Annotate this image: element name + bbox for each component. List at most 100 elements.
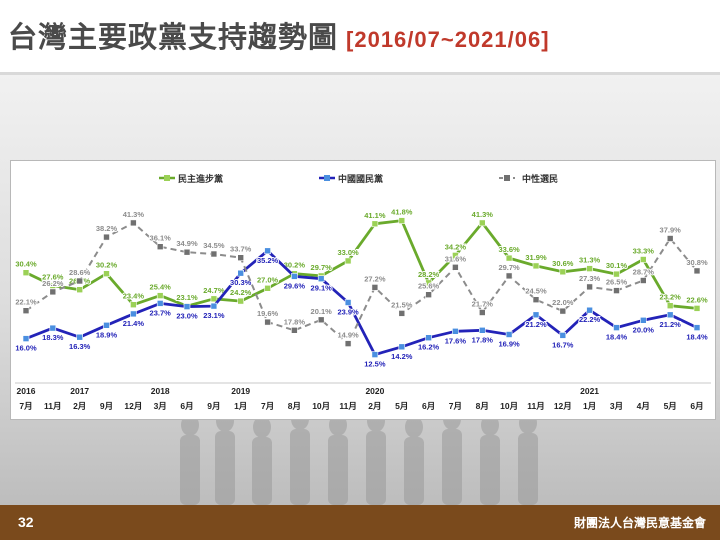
data-point-dpp xyxy=(666,302,674,309)
data-label-kmt: 21.2% xyxy=(660,320,682,329)
data-point-dpp xyxy=(693,305,701,312)
slide-title: 台灣主要政黨支持趨勢圖 [2016/07~2021/06] xyxy=(8,14,550,56)
data-point-dpp xyxy=(586,265,593,272)
data-label-kmt: 23.7% xyxy=(150,308,172,317)
data-point-kmt xyxy=(156,300,164,307)
data-point-kmt xyxy=(425,334,432,341)
data-label-kmt: 16.7% xyxy=(552,340,574,349)
data-point-neutral xyxy=(183,248,191,256)
data-point-kmt xyxy=(586,306,593,314)
data-label-neutral: 28.7% xyxy=(633,268,655,277)
data-point-kmt xyxy=(291,273,298,280)
x-tick-label: 4月 xyxy=(637,401,650,411)
data-point-kmt xyxy=(613,324,620,331)
title-divider xyxy=(0,72,720,75)
data-label-kmt: 18.4% xyxy=(606,333,628,342)
series-neutral: 22.1% 26.2% 28.6% 38.2% 41.3% 36.1% 34.9% 34.5%… xyxy=(14,209,709,347)
data-label-dpp: 27.0% xyxy=(257,275,279,284)
data-label-kmt: 16.2% xyxy=(418,343,440,352)
data-label-kmt: 29.6% xyxy=(284,281,306,290)
data-label-kmt: 18.4% xyxy=(686,333,708,342)
data-point-dpp xyxy=(452,252,459,259)
data-point-kmt xyxy=(130,310,137,318)
data-label-dpp: 31.9% xyxy=(525,253,547,262)
data-point-dpp xyxy=(613,270,620,278)
data-label-dpp: 41.1% xyxy=(364,211,386,220)
chart-panel: 民主進步黨 中國國民黨 中性選民 30.4%27.6%26.7%30.2%23.… xyxy=(10,160,716,420)
x-axis: 7月 11月 2月 9月 12月 3月 6月 9月 1月 7月 8月 10月 11月 2月 5月 6月 7月 8月… xyxy=(17,386,704,411)
data-point-kmt xyxy=(639,317,647,324)
data-point-kmt xyxy=(237,269,244,277)
data-label-dpp: 30.2% xyxy=(96,261,118,270)
data-label-neutral: 19.6% xyxy=(257,309,279,318)
data-point-neutral xyxy=(586,283,593,291)
party-support-line-chart: 民主進步黨 中國國民黨 中性選民 30.4%27.6%26.7%30.2%23.… xyxy=(14,173,711,411)
data-label-neutral: 14.9% xyxy=(337,331,359,340)
x-tick-label: 8月 xyxy=(288,401,301,411)
data-label-dpp: 29.7% xyxy=(311,263,333,272)
data-point-neutral xyxy=(156,243,164,250)
x-tick-label: 2月 xyxy=(368,401,381,411)
data-point-neutral xyxy=(478,309,486,316)
legend-label-kmt: 中國國民黨 xyxy=(338,173,383,185)
data-point-dpp xyxy=(425,279,432,287)
data-point-kmt xyxy=(505,331,513,338)
data-label-dpp: 41.8% xyxy=(391,208,413,217)
footer-bar: 32 財團法人台灣民意基金會 xyxy=(0,505,720,540)
x-tick-label: 3月 xyxy=(610,401,623,411)
data-label-kmt: 17.8% xyxy=(472,335,494,344)
data-label-neutral: 22.0% xyxy=(552,298,574,307)
data-label-dpp: 34.2% xyxy=(445,242,467,251)
series-line-kmt xyxy=(25,249,698,357)
data-point-dpp xyxy=(210,295,218,303)
page-number: 32 xyxy=(18,514,34,530)
organization-name: 財團法人台灣民意基金會 xyxy=(573,516,706,530)
data-label-dpp: 25.4% xyxy=(150,283,172,292)
data-point-neutral xyxy=(693,267,701,275)
data-point-dpp xyxy=(344,257,352,265)
x-year-label: 2020 xyxy=(365,386,384,396)
date-range: [2016/07~2021/06] xyxy=(346,27,550,52)
data-label-dpp: 23.1% xyxy=(176,293,198,302)
x-year-label: 2016 xyxy=(17,386,36,396)
data-point-kmt xyxy=(317,275,325,282)
data-label-kmt: 18.9% xyxy=(96,330,118,339)
data-point-neutral xyxy=(291,327,298,334)
data-label-neutral: 27.3% xyxy=(579,274,601,283)
data-label-dpp: 31.3% xyxy=(579,256,601,265)
data-label-kmt: 21.4% xyxy=(123,319,145,328)
x-tick-label: 6月 xyxy=(422,401,435,411)
data-label-kmt: 17.6% xyxy=(445,336,467,345)
data-point-dpp xyxy=(130,301,137,308)
x-tick-label: 6月 xyxy=(690,401,703,411)
x-tick-label: 5月 xyxy=(395,401,408,411)
data-label-kmt: 21.2% xyxy=(525,320,547,329)
data-point-dpp xyxy=(559,268,567,276)
chart-legend: 民主進步黨 中國國民黨 中性選民 xyxy=(159,173,558,185)
x-tick-label: 8月 xyxy=(476,401,489,411)
data-point-dpp xyxy=(532,262,540,270)
data-label-dpp: 23.2% xyxy=(660,293,682,302)
data-label-neutral: 20.1% xyxy=(311,307,333,316)
data-point-dpp xyxy=(639,256,647,263)
data-point-neutral xyxy=(639,277,647,284)
data-point-neutral xyxy=(49,288,57,296)
data-point-dpp xyxy=(49,282,57,289)
data-label-dpp: 30.6% xyxy=(552,259,574,268)
data-point-neutral xyxy=(264,318,271,326)
data-point-kmt xyxy=(210,302,218,310)
data-label-kmt: 23.9% xyxy=(337,308,359,317)
x-tick-label: 7月 xyxy=(19,401,32,411)
data-point-neutral xyxy=(532,296,540,303)
data-label-neutral: 31.6% xyxy=(445,254,467,263)
data-point-kmt xyxy=(264,247,271,255)
x-tick-label: 1月 xyxy=(234,401,247,411)
data-point-neutral xyxy=(237,254,244,261)
data-label-dpp: 24.2% xyxy=(230,288,252,297)
data-label-neutral: 25.6% xyxy=(418,282,440,291)
data-label-neutral: 26.5% xyxy=(606,278,628,287)
data-label-neutral: 22.1% xyxy=(15,298,37,307)
data-label-dpp: 33.3% xyxy=(633,247,655,256)
data-label-dpp: 23.4% xyxy=(123,292,145,301)
x-tick-label: 12月 xyxy=(124,401,142,411)
